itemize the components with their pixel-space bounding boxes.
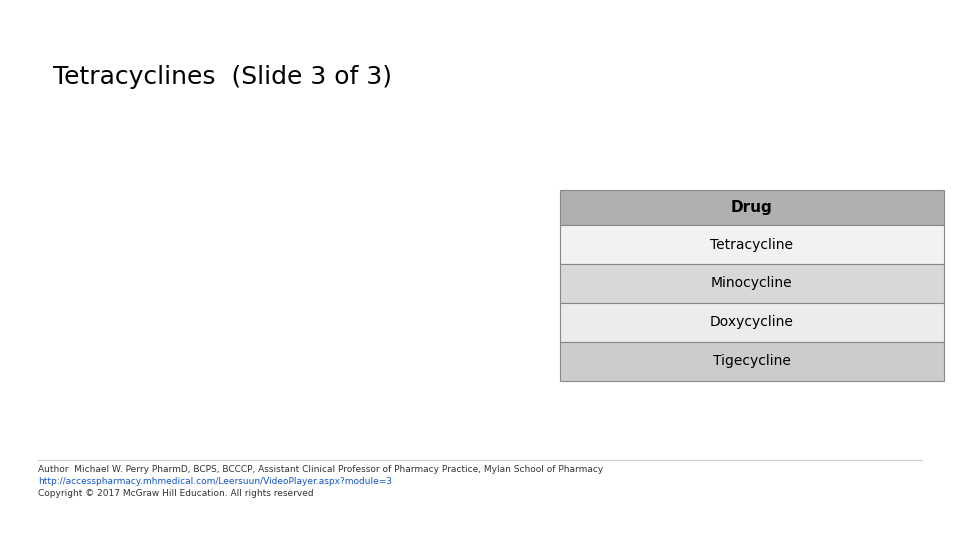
Text: http://accesspharmacy.mhmedical.com/Leersuun/VideoPlayer.aspx?module=3: http://accesspharmacy.mhmedical.com/Leer… <box>38 477 393 487</box>
Text: Tetracycline: Tetracycline <box>710 238 793 252</box>
Text: Author  Michael W. Perry PharmD, BCPS, BCCCP, Assistant Clinical Professor of Ph: Author Michael W. Perry PharmD, BCPS, BC… <box>38 465 604 475</box>
Text: Minocycline: Minocycline <box>710 276 793 291</box>
Text: Tetracyclines  (Slide 3 of 3): Tetracyclines (Slide 3 of 3) <box>53 65 392 89</box>
Text: Doxycycline: Doxycycline <box>709 315 794 329</box>
Text: Tigecycline: Tigecycline <box>712 354 791 368</box>
Text: Copyright © 2017 McGraw Hill Education. All rights reserved: Copyright © 2017 McGraw Hill Education. … <box>38 489 314 498</box>
Text: Drug: Drug <box>731 200 773 215</box>
